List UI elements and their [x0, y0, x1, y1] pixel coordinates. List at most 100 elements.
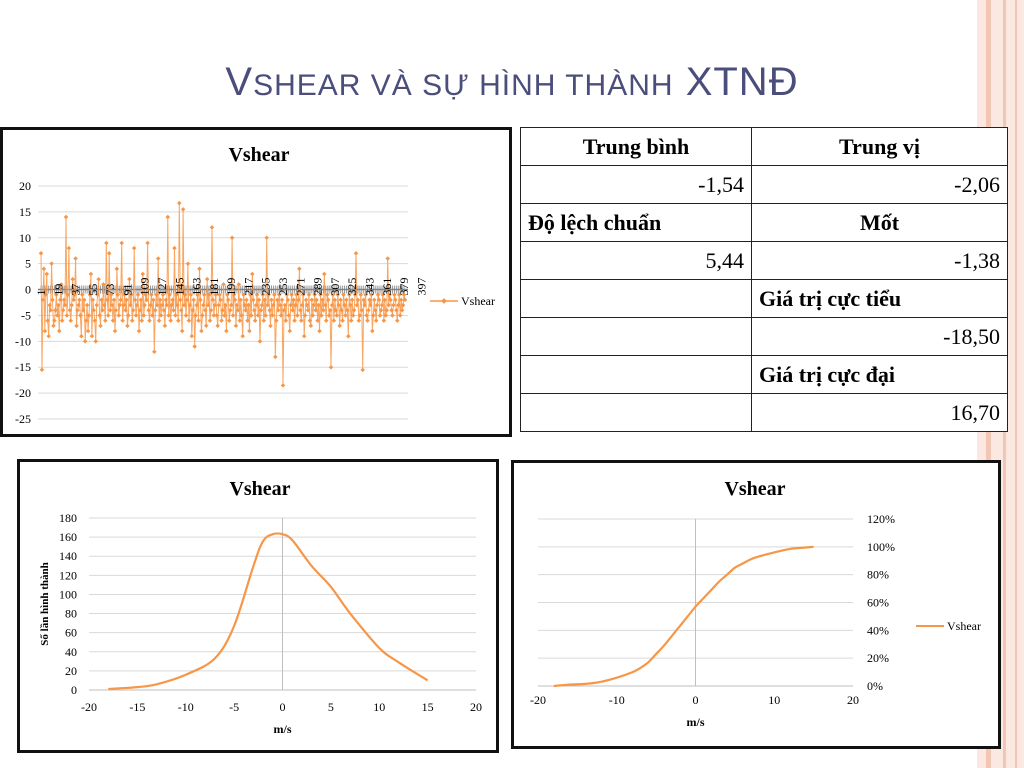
data-point [239, 313, 244, 318]
table-cell: Giá trị cực đại [751, 355, 1008, 394]
data-point [346, 333, 351, 339]
data-point [178, 297, 183, 303]
x-tick-label: 109 [138, 278, 152, 296]
x-tick-label: 10 [373, 700, 385, 714]
data-point [145, 240, 150, 246]
data-point [317, 328, 322, 334]
data-point [181, 302, 187, 308]
y-tick-label: 160 [59, 530, 77, 544]
data-point [366, 308, 371, 313]
title-end: XTNĐ [685, 60, 799, 104]
data-point [328, 364, 334, 370]
data-point [374, 302, 380, 308]
x-tick-label: -10 [178, 700, 194, 714]
data-point [250, 297, 256, 303]
data-point [174, 292, 179, 298]
table-cell [520, 393, 752, 432]
data-point [90, 297, 96, 303]
data-point [353, 251, 359, 256]
data-point [210, 297, 216, 303]
data-point [200, 313, 205, 318]
data-point [51, 323, 56, 329]
x-tick-label: 325 [345, 278, 359, 296]
data-point [144, 297, 149, 303]
data-point [154, 302, 160, 308]
x-tick-label: -20 [81, 700, 97, 714]
data-point [72, 292, 77, 297]
x-axis-label: m/s [687, 715, 705, 729]
data-point [201, 292, 207, 297]
data-point [92, 318, 98, 323]
data-point [226, 318, 232, 323]
data-point [126, 313, 131, 318]
data-point [153, 292, 159, 297]
data-point [206, 292, 212, 297]
data-point [156, 318, 162, 323]
data-point [247, 328, 252, 334]
table-row: Trung bình Trung vị [520, 127, 1008, 166]
data-point [111, 297, 117, 303]
table-row: -1,54 -2,06 [520, 165, 1008, 204]
data-point [331, 318, 337, 323]
table-cell: -1,54 [520, 165, 752, 204]
data-point [240, 333, 245, 339]
x-tick-label: 19 [51, 284, 65, 296]
chart-panel-3: Vshear 0% 20% 40% 60% 80% 100% 120% -20 -10 0 10 20 m… [511, 460, 1001, 749]
data-point [133, 313, 139, 318]
data-point [125, 323, 130, 329]
data-point [119, 240, 124, 246]
chart-title: Vshear [229, 478, 290, 500]
data-point [186, 318, 192, 323]
data-point [396, 302, 401, 308]
data-point [394, 307, 399, 313]
x-tick-label: 73 [103, 284, 117, 296]
x-tick-label: 397 [414, 278, 428, 296]
data-point [201, 302, 206, 308]
data-point [244, 297, 249, 303]
data-point [339, 308, 344, 313]
x-tick-label: -5 [229, 700, 239, 714]
data-point [294, 292, 299, 297]
data-point [287, 328, 293, 334]
data-point [103, 318, 108, 323]
data-point [94, 302, 99, 308]
table-cell: Mốt [751, 203, 1008, 242]
data-point [89, 333, 95, 339]
data-point [271, 302, 276, 308]
data-point [215, 323, 220, 329]
data-point [157, 297, 163, 303]
x-tick-label: -10 [609, 693, 625, 707]
data-point [264, 235, 269, 241]
data-point [173, 313, 178, 318]
data-point [47, 302, 52, 308]
data-point [41, 266, 47, 272]
x-tick-label: 20 [470, 700, 482, 714]
chart-title: Vshear [228, 144, 289, 166]
data-point [177, 200, 182, 206]
data-point [279, 297, 285, 303]
x-tick-label: 0 [693, 693, 699, 707]
data-point [213, 292, 219, 297]
y-tick-label: 100% [867, 540, 895, 554]
data-point [385, 256, 390, 261]
data-point [106, 251, 112, 256]
title-initial: V [225, 60, 254, 104]
x-tick-label: 0 [280, 700, 286, 714]
data-point [140, 271, 146, 277]
data-point [198, 297, 203, 303]
data-point [389, 307, 394, 313]
x-tick-label: 5 [328, 700, 334, 714]
data-point [398, 297, 404, 303]
data-point [309, 297, 315, 303]
data-point [167, 292, 172, 297]
data-point [45, 318, 50, 323]
data-point [224, 328, 229, 334]
title-smallcaps: shear và sự hình thành [253, 69, 674, 102]
data-point [323, 302, 328, 308]
data-point [152, 349, 157, 354]
data-point [290, 308, 295, 313]
legend-label: Vshear [947, 619, 981, 633]
x-tick-label: 343 [363, 278, 377, 296]
data-point [163, 297, 169, 303]
data-point [68, 318, 74, 323]
